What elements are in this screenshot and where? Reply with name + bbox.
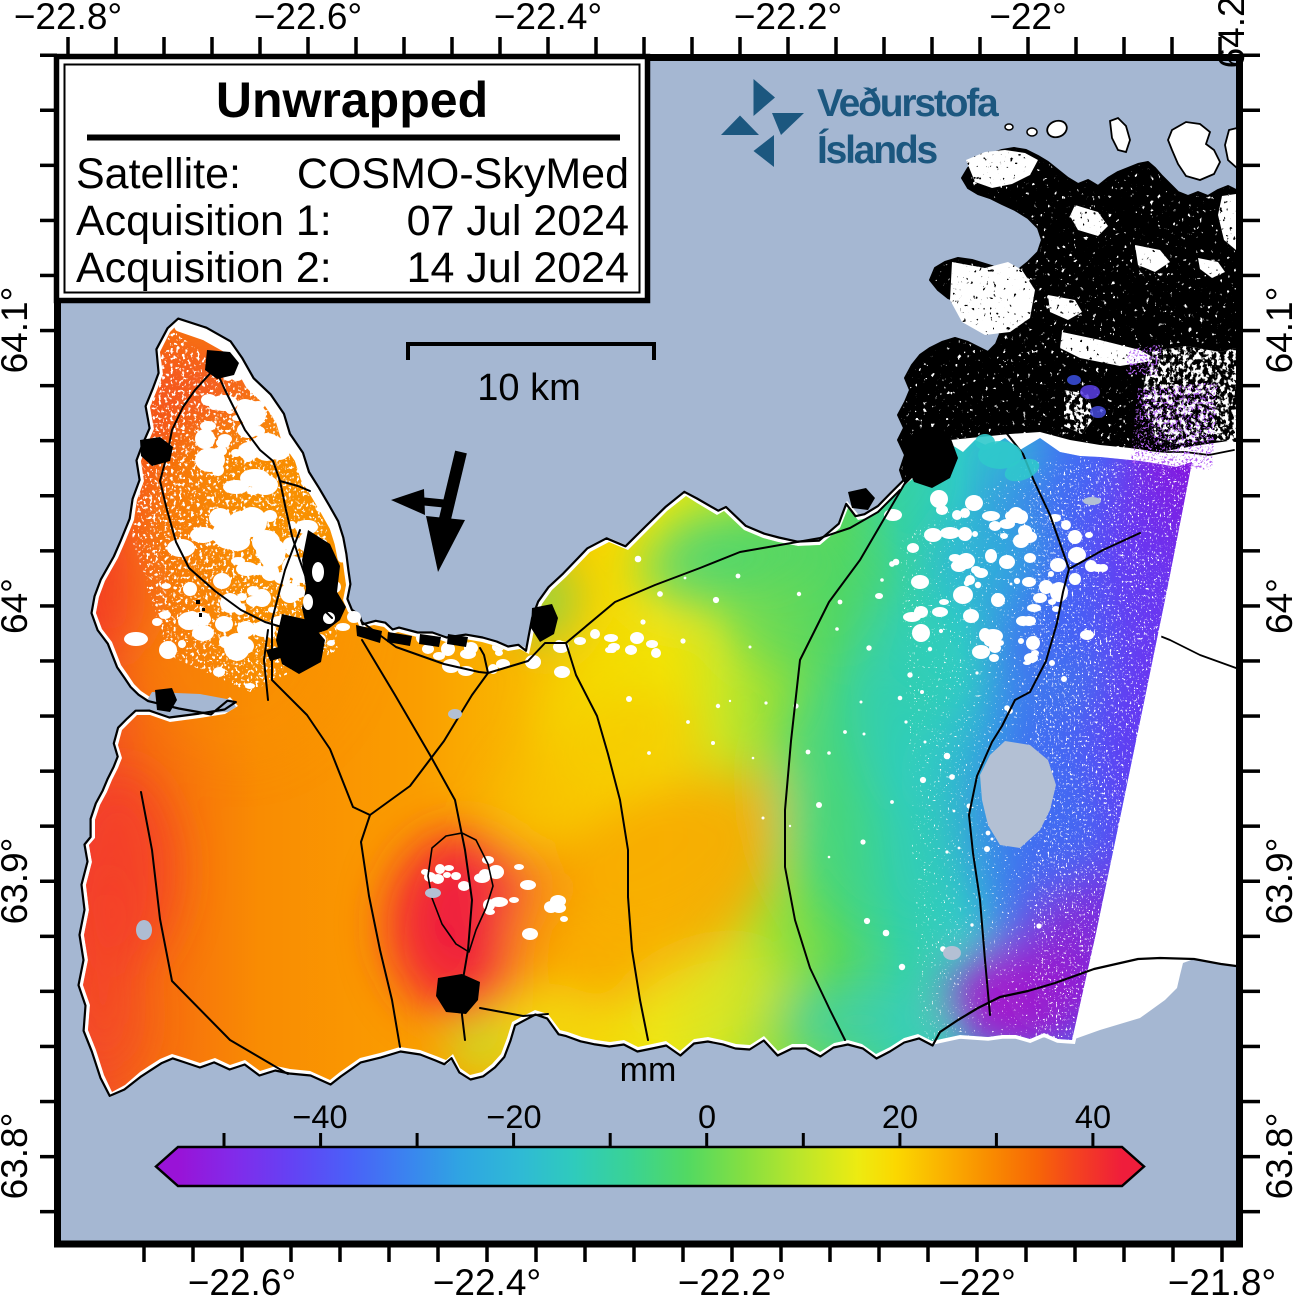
svg-text:−20: −20 xyxy=(486,1099,541,1135)
svg-text:07 Jul 2024: 07 Jul 2024 xyxy=(407,197,629,245)
svg-text:63.8°: 63.8° xyxy=(0,1113,35,1200)
svg-text:Veðurstofa: Veðurstofa xyxy=(817,82,999,125)
svg-text:−22.2°: −22.2° xyxy=(734,0,842,37)
svg-text:64.1°: 64.1° xyxy=(1259,287,1296,374)
svg-text:Acquisition 2:: Acquisition 2: xyxy=(76,244,332,292)
svg-text:Acquisition 1:: Acquisition 1: xyxy=(76,197,332,245)
svg-text:Satellite:: Satellite: xyxy=(76,150,241,198)
svg-text:40: 40 xyxy=(1075,1099,1111,1135)
svg-text:COSMO-SkyMed: COSMO-SkyMed xyxy=(297,150,629,198)
svg-text:−21.8°: −21.8° xyxy=(1168,1262,1276,1301)
svg-text:−22°: −22° xyxy=(938,1262,1016,1301)
svg-text:−22.4°: −22.4° xyxy=(494,0,602,37)
svg-text:64°: 64° xyxy=(0,578,35,634)
svg-text:63.9°: 63.9° xyxy=(0,838,35,925)
svg-text:0: 0 xyxy=(698,1099,716,1135)
svg-text:64°: 64° xyxy=(1259,578,1296,634)
svg-text:−22.6°: −22.6° xyxy=(188,1262,296,1301)
svg-text:64.2°: 64.2° xyxy=(1211,0,1252,68)
svg-text:mm: mm xyxy=(620,1051,677,1089)
svg-text:63.9°: 63.9° xyxy=(1259,838,1296,925)
svg-text:−22.4°: −22.4° xyxy=(433,1262,541,1301)
svg-text:−22.2°: −22.2° xyxy=(678,1262,786,1301)
svg-text:−40: −40 xyxy=(292,1099,347,1135)
svg-text:−22°: −22° xyxy=(989,0,1067,37)
svg-text:Íslands: Íslands xyxy=(817,128,937,172)
svg-text:−22.8°: −22.8° xyxy=(14,0,122,37)
svg-text:20: 20 xyxy=(882,1099,918,1135)
svg-text:−22.6°: −22.6° xyxy=(254,0,362,37)
svg-text:64.1°: 64.1° xyxy=(0,287,35,374)
svg-text:14 Jul 2024: 14 Jul 2024 xyxy=(407,244,629,292)
svg-text:10 km: 10 km xyxy=(477,367,580,409)
svg-text:63.8°: 63.8° xyxy=(1259,1113,1296,1200)
svg-text:Unwrapped: Unwrapped xyxy=(216,72,488,128)
